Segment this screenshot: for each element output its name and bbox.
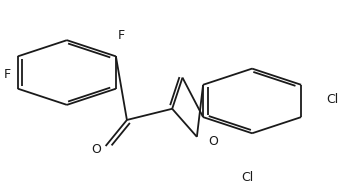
Text: Cl: Cl bbox=[326, 93, 338, 106]
Text: O: O bbox=[208, 135, 218, 148]
Text: F: F bbox=[4, 68, 11, 81]
Text: F: F bbox=[117, 29, 125, 42]
Text: Cl: Cl bbox=[241, 171, 254, 184]
Text: O: O bbox=[91, 143, 101, 156]
